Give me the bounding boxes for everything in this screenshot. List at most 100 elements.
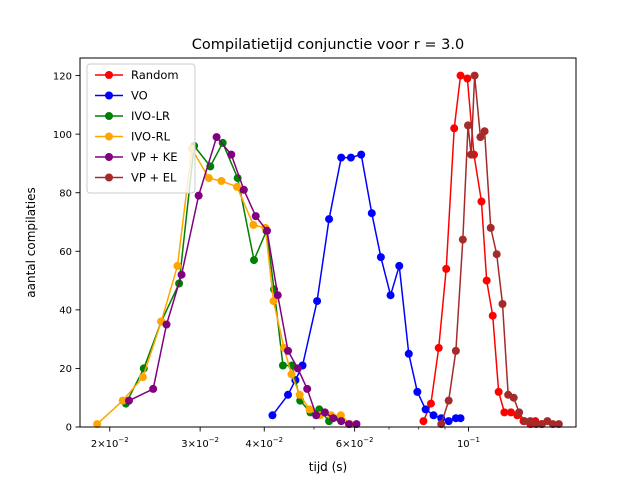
- legend-marker: [105, 112, 113, 120]
- data-point: [450, 124, 459, 133]
- plot-area: [93, 71, 563, 429]
- legend-marker: [105, 153, 113, 161]
- data-point: [532, 420, 541, 429]
- y-tick-label: 120: [53, 71, 72, 82]
- axes-frame: [79, 57, 577, 428]
- data-point: [249, 256, 258, 265]
- data-point: [492, 250, 501, 259]
- data-point: [346, 153, 355, 162]
- x-axis-label: tijd (s): [309, 460, 347, 474]
- data-point: [464, 121, 473, 130]
- data-point: [520, 417, 529, 426]
- data-point: [548, 420, 557, 429]
- y-tick-label: 100: [53, 130, 72, 141]
- series-4: [124, 133, 361, 429]
- legend-label: VP + EL: [131, 171, 177, 185]
- data-point: [395, 261, 404, 270]
- data-point: [480, 127, 489, 136]
- data-point: [494, 387, 503, 396]
- data-point: [212, 133, 221, 142]
- legend-label: IVO-RL: [131, 130, 171, 144]
- legend-entry: Random: [95, 68, 179, 82]
- data-point: [268, 411, 277, 420]
- data-point: [337, 153, 346, 162]
- data-point: [344, 420, 353, 429]
- legend-entry: IVO-LR: [95, 109, 170, 123]
- data-point: [93, 420, 102, 429]
- data-point: [498, 300, 507, 308]
- data-point: [336, 411, 345, 420]
- data-point: [329, 414, 338, 423]
- y-tick-label: 40: [59, 306, 72, 317]
- x-tick-label: 2×10−2: [91, 436, 129, 450]
- data-point: [367, 209, 376, 218]
- data-point: [419, 417, 428, 426]
- data-point: [470, 71, 479, 80]
- data-point: [458, 235, 467, 244]
- legend-marker: [105, 132, 113, 141]
- data-point: [456, 414, 465, 423]
- data-point: [404, 349, 413, 358]
- data-point: [451, 346, 460, 355]
- data-point: [515, 408, 524, 417]
- data-point: [138, 373, 147, 382]
- data-point: [217, 177, 226, 185]
- data-point: [149, 384, 158, 393]
- data-point: [173, 261, 182, 270]
- legend-marker: [105, 173, 113, 182]
- data-point: [467, 150, 476, 159]
- data-point: [320, 408, 329, 417]
- data-point: [376, 253, 385, 262]
- data-point: [413, 387, 422, 396]
- data-point: [263, 226, 272, 235]
- data-point: [444, 396, 453, 405]
- chart-title: Compilatietijd conjunctie voor r = 3.0: [192, 37, 464, 53]
- data-point: [500, 408, 509, 417]
- data-point: [554, 420, 563, 429]
- data-point: [124, 396, 133, 405]
- data-point: [269, 297, 278, 306]
- legend-entry: VP + KE: [95, 150, 178, 164]
- data-point: [352, 420, 361, 429]
- data-point: [239, 185, 248, 194]
- y-tick-label: 20: [59, 364, 72, 375]
- data-point: [488, 311, 497, 320]
- x-tick-label: 10−1: [457, 436, 480, 450]
- x-axis: 2×10−2 3×10−2 4×10−2 6×10−2 10−1: [91, 427, 480, 450]
- data-point: [426, 399, 435, 408]
- legend-label: IVO-LR: [131, 109, 170, 123]
- data-point: [486, 223, 495, 232]
- data-point: [437, 420, 446, 429]
- y-tick-label: 0: [66, 423, 72, 434]
- legend-label: VP + KE: [131, 150, 178, 164]
- y-tick-label: 80: [59, 188, 72, 199]
- data-point: [386, 291, 395, 300]
- data-point: [482, 276, 491, 285]
- data-point: [312, 411, 321, 420]
- data-point: [442, 264, 451, 273]
- data-point: [509, 393, 518, 402]
- legend-label: Random: [131, 68, 179, 82]
- data-point: [284, 390, 293, 399]
- data-point: [313, 297, 322, 306]
- x-tick-label: 6×10−2: [336, 436, 374, 450]
- data-point: [477, 197, 486, 206]
- axes: 2×10−2 3×10−2 4×10−2 6×10−2 10−1 0 20 40 60 80 10…: [53, 57, 577, 450]
- data-point: [456, 71, 465, 80]
- series-line: [271, 153, 461, 422]
- y-tick-label: 60: [59, 247, 72, 258]
- data-point: [476, 133, 485, 142]
- data-point: [251, 212, 260, 221]
- legend: Random VO IVO-LR IVO-RL VP + KE VP + EL: [86, 63, 196, 194]
- data-point: [305, 405, 314, 414]
- legend-entry: VP + EL: [95, 171, 177, 185]
- data-point: [434, 343, 443, 352]
- data-point: [293, 364, 302, 373]
- data-point: [357, 150, 366, 159]
- data-point: [204, 174, 213, 183]
- x-tick-label: 3×10−2: [181, 436, 219, 450]
- data-point: [227, 150, 236, 159]
- data-point: [463, 74, 472, 83]
- data-point: [233, 182, 242, 191]
- data-point: [249, 220, 258, 229]
